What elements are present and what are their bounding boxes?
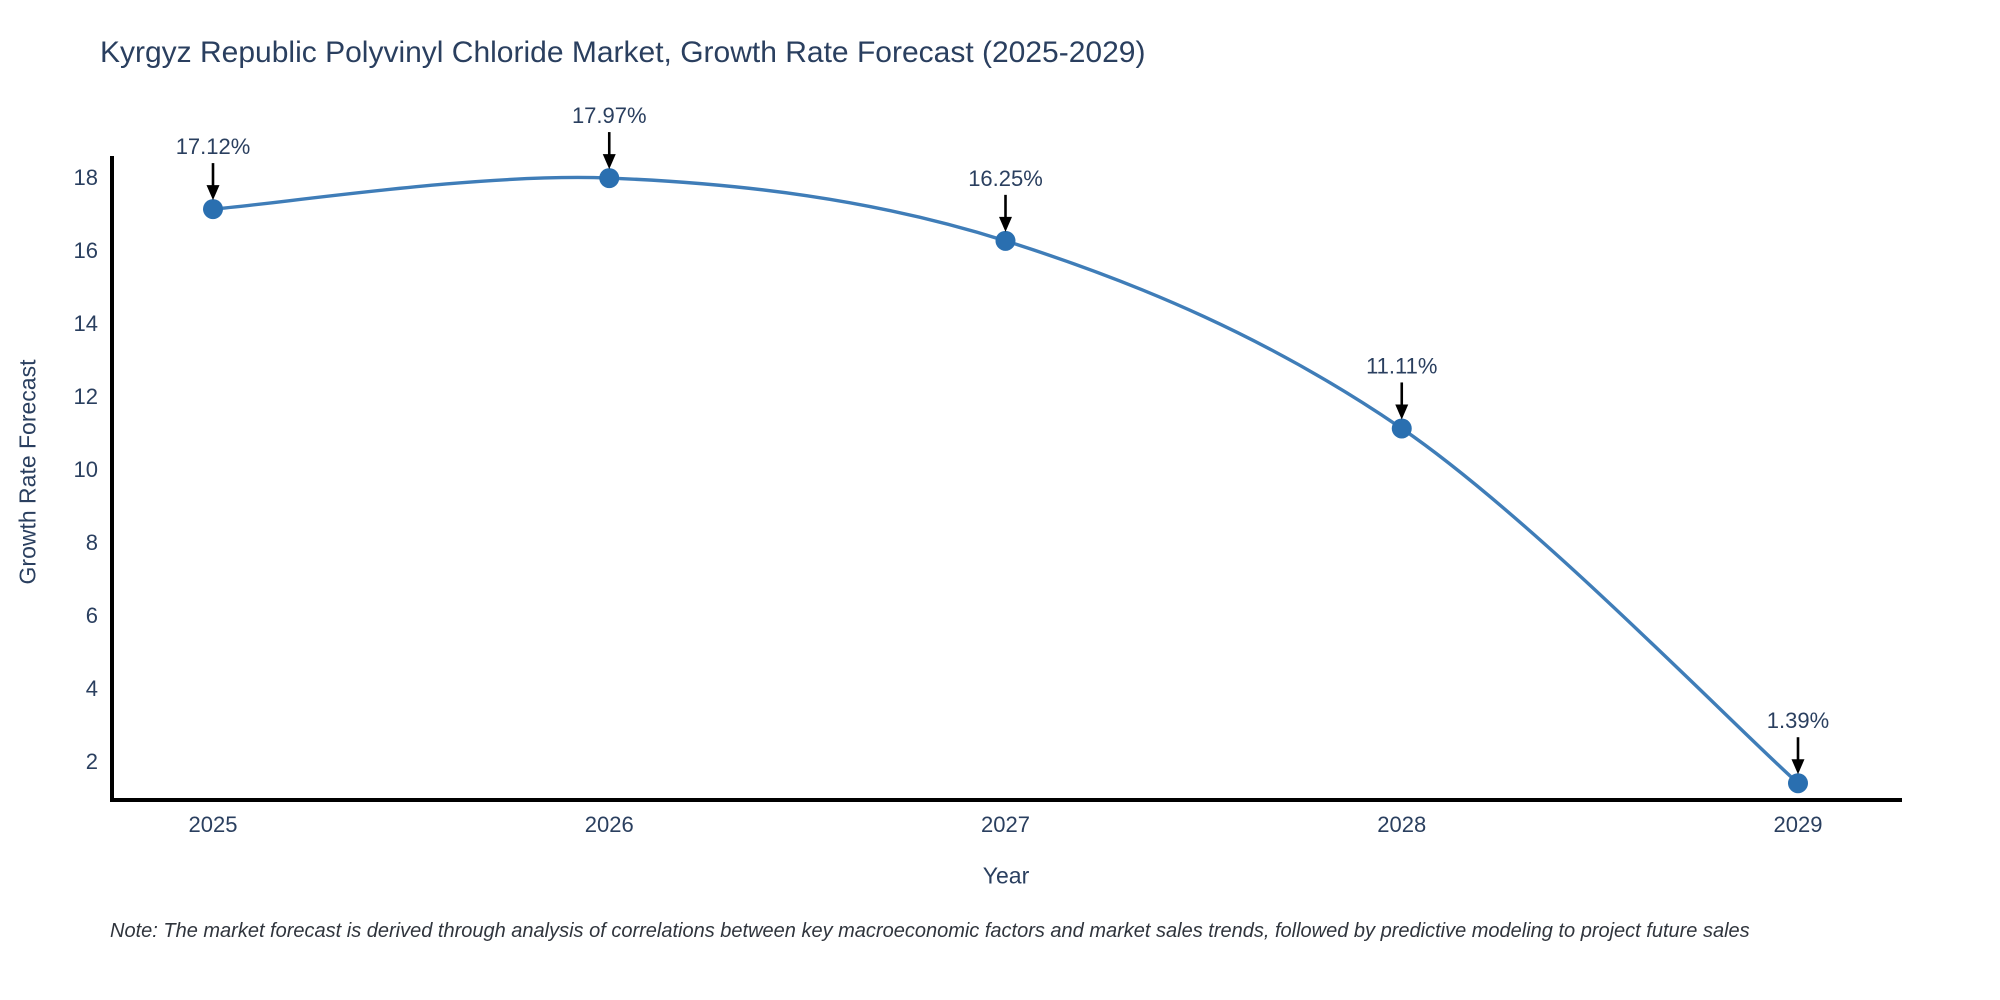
y-axis-title: Growth Rate Forecast — [14, 359, 41, 585]
y-tick-label: 8 — [86, 530, 98, 555]
data-point-marker — [995, 230, 1016, 251]
chart-title: Kyrgyz Republic Polyvinyl Chloride Marke… — [100, 36, 1146, 69]
x-tick-label: 2028 — [1377, 812, 1426, 837]
axis-spines — [110, 156, 1902, 802]
x-axis-ticks: 2025 2026 2027 2028 2029 — [189, 812, 1823, 837]
y-axis-ticks: 2 4 6 8 10 12 14 16 18 — [74, 165, 98, 774]
point-annotations: 17.12% 17.97% 16.25% 11.11% 1.39% — [176, 103, 1829, 775]
annotation-arrow-head — [1791, 759, 1805, 775]
point-annotation: 17.97% — [572, 103, 647, 170]
point-annotation: 1.39% — [1767, 708, 1829, 775]
data-point-marker — [203, 199, 223, 220]
point-annotation-label: 17.97% — [572, 103, 647, 128]
point-annotation-label: 16.25% — [968, 166, 1043, 191]
footnote: Note: The market forecast is derived thr… — [110, 920, 1750, 942]
point-annotation: 16.25% — [968, 166, 1043, 232]
x-tick-label: 2026 — [585, 812, 634, 837]
data-point-marker — [1391, 418, 1412, 439]
y-tick-label: 6 — [86, 603, 98, 628]
y-tick-label: 18 — [74, 165, 98, 190]
point-annotation-label: 1.39% — [1767, 708, 1829, 733]
point-annotation: 11.11% — [1366, 353, 1437, 420]
y-tick-label: 4 — [86, 676, 98, 701]
x-axis-title: Year — [982, 862, 1030, 889]
point-annotation-label: 17.12% — [176, 134, 251, 159]
y-tick-label: 16 — [74, 238, 98, 263]
data-point-marker — [599, 168, 620, 189]
y-tick-label: 10 — [74, 457, 98, 482]
data-point-marker — [1788, 773, 1808, 794]
point-annotation-label: 11.11% — [1366, 353, 1437, 378]
y-tick-label: 2 — [86, 749, 98, 774]
x-tick-label: 2029 — [1774, 812, 1823, 837]
annotation-arrow-head — [1395, 404, 1409, 420]
data-series-line — [211, 175, 1800, 785]
annotation-arrow-head — [999, 216, 1012, 232]
x-tick-label: 2027 — [981, 812, 1030, 837]
data-series-markers — [203, 168, 1808, 794]
annotation-arrow-head — [602, 154, 616, 170]
y-tick-label: 14 — [74, 311, 98, 336]
y-tick-label: 12 — [74, 384, 98, 409]
annotation-arrow-head — [206, 185, 220, 201]
x-tick-label: 2025 — [189, 812, 238, 837]
point-annotation: 17.12% — [176, 134, 251, 201]
